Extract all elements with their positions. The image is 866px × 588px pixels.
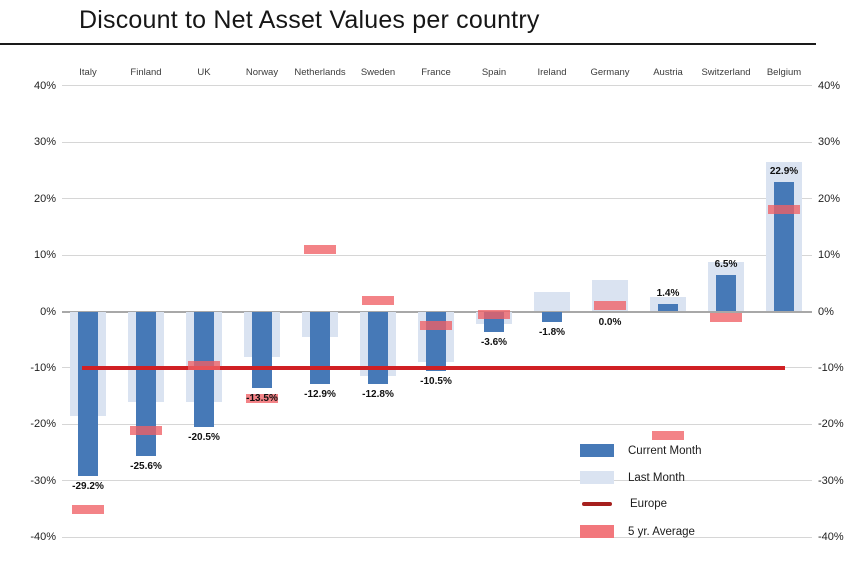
legend-label: 5 yr. Average [628,525,695,538]
country-label: France [421,67,451,78]
value-label: 0.0% [598,316,622,328]
five-yr-average-marker [130,425,162,435]
country-label: Spain [481,67,507,78]
value-label: -13.5% [246,392,278,404]
country-label: Italy [79,67,97,78]
y-axis-tick-right: -20% [818,418,844,431]
country-label: Austria [653,67,683,78]
value-label: -25.6% [130,461,162,472]
y-axis-tick-right: -40% [818,531,844,544]
gridline [62,198,812,200]
y-axis-tick-left: 30% [33,136,56,149]
y-axis-tick-right: 10% [818,249,841,262]
country-label: UK [197,67,211,78]
value-label: 22.9% [769,166,799,178]
five-yr-average-marker [594,301,626,311]
value-label: -10.5% [420,375,452,387]
current-month-bar [136,311,156,456]
legend-color-swatch [580,444,614,457]
y-axis-tick-right: 40% [818,79,841,92]
y-axis-tick-left: -30% [30,474,56,487]
current-month-bar [252,311,272,388]
y-axis-tick-right: -10% [818,361,844,374]
europe-line [82,365,785,370]
value-label: -12.9% [304,389,336,401]
country-label: Switzerland [701,67,751,78]
five-yr-average-marker [710,312,742,322]
five-yr-average-marker [478,309,510,319]
gridline [62,480,812,482]
country-label: Germany [590,67,630,78]
value-label: -3.6% [480,336,508,348]
title-divider [0,43,816,45]
current-month-bar [716,274,736,312]
y-axis-tick-right: 0% [818,305,834,318]
legend-line-swatch [582,502,612,506]
y-axis-tick-left: 20% [33,192,56,205]
y-axis-tick-left: -10% [30,361,56,374]
current-month-bar [78,311,98,477]
legend-item: Current Month [580,444,702,457]
country-label: Norway [245,67,279,78]
country-label: Belgium [766,67,802,78]
value-label: 6.5% [714,258,738,270]
legend-label: Current Month [628,444,702,457]
five-yr-average-marker [768,205,800,215]
y-axis-tick-right: -30% [818,474,844,487]
legend-item: Last Month [580,471,685,484]
current-month-bar [774,182,794,312]
gridline [62,254,812,256]
gridline [62,85,812,87]
value-label: -29.2% [72,481,104,493]
y-axis-tick-left: -40% [30,531,56,544]
y-axis-tick-left: 40% [33,79,56,92]
value-label: -20.5% [188,432,220,444]
y-axis-tick-left: 10% [33,249,56,262]
legend-color-swatch [580,471,614,484]
legend-color-swatch [580,525,614,538]
five-yr-average-marker [246,394,278,404]
y-axis-tick-right: 20% [818,192,841,205]
chart-title: Discount to Net Asset Values per country [79,6,540,34]
value-label: -12.8% [362,388,394,400]
five-yr-average-marker [188,360,220,370]
y-axis-tick-left: -20% [30,418,56,431]
five-yr-average-marker [304,244,336,254]
legend-label: Last Month [628,471,685,484]
last-month-bar [534,291,570,312]
five-yr-average-marker [362,295,394,305]
country-label: Finland [130,67,162,78]
five-yr-average-marker [72,504,104,514]
five-yr-average-marker [420,321,452,331]
legend-item: 5 yr. Average [580,525,695,538]
country-label: Netherlands [294,67,346,78]
gridline [62,141,812,143]
current-month-bar [542,311,562,322]
value-label: 1.4% [656,287,680,299]
value-label: -1.8% [538,326,566,338]
legend-item: Europe [580,498,667,510]
country-label: Sweden [360,67,396,78]
gridline [62,536,812,538]
legend-label: Europe [630,498,668,510]
y-axis-tick-right: 30% [818,136,841,149]
gridline [62,423,812,425]
country-label: Ireland [537,67,567,78]
y-axis-tick-left: 0% [40,305,56,318]
current-month-bar [368,311,388,384]
current-month-bar [658,303,678,312]
current-month-bar [310,311,330,385]
five-yr-average-marker [652,431,684,441]
